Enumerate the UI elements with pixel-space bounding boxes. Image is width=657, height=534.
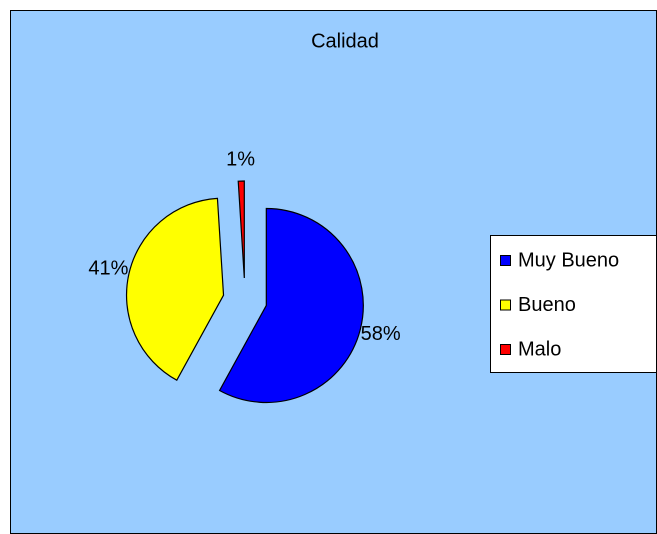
- legend-swatch: [500, 344, 511, 355]
- data-label: 41%: [88, 258, 128, 280]
- legend-label: Malo: [518, 338, 561, 360]
- legend: [490, 235, 657, 373]
- legend-label: Bueno: [518, 294, 576, 316]
- pie-slice: [125, 197, 225, 382]
- pie-slice: [237, 180, 245, 279]
- legend-swatch: [500, 299, 511, 311]
- legend-label: Muy Bueno: [518, 249, 619, 271]
- pie-slice: [218, 207, 364, 404]
- data-label: 58%: [361, 323, 401, 345]
- legend-swatch: [500, 255, 511, 266]
- chart-title: Calidad: [311, 30, 379, 52]
- data-label: 1%: [226, 148, 255, 170]
